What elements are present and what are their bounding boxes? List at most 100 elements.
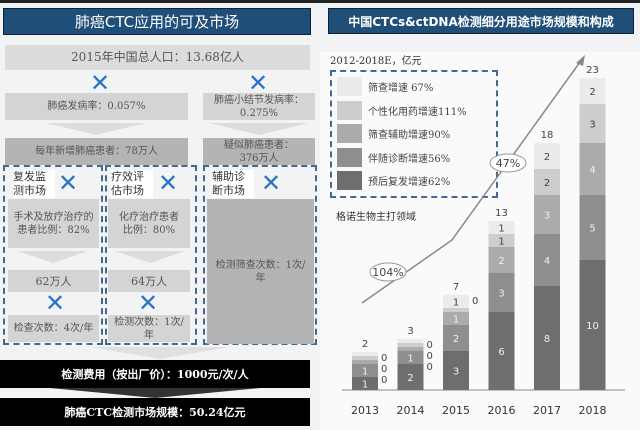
segment-label: 4 bbox=[589, 165, 595, 176]
col1-people: 62万人 bbox=[8, 270, 99, 292]
multiply-icon: ✕ bbox=[90, 69, 111, 97]
segment-label: 8 bbox=[544, 334, 550, 345]
legend-label: 筛查辅助增速90% bbox=[368, 130, 451, 142]
segment-label: 2 bbox=[544, 152, 550, 163]
legend-label: 伴随诊断增速56% bbox=[368, 153, 451, 165]
aux-diagnosis-panel bbox=[203, 165, 317, 345]
segment-label: 2 bbox=[407, 373, 413, 384]
multiply-icon: ✕ bbox=[248, 69, 269, 97]
growth-label: 104% bbox=[372, 266, 403, 279]
x-tick-label: 2017 bbox=[533, 404, 561, 417]
bar-segment bbox=[443, 312, 469, 325]
total-label: 13 bbox=[495, 208, 508, 219]
bar-segment bbox=[534, 169, 560, 195]
total-label: 18 bbox=[541, 130, 554, 141]
bar-segment bbox=[579, 143, 606, 195]
market-size-bar: 肺癌CTC检测市场规模：50.24亿元 bbox=[0, 398, 310, 426]
col1-header: 复发监测市场 bbox=[13, 170, 55, 198]
total-label: 7 bbox=[453, 282, 459, 293]
legend-label: 个性化用药增速111% bbox=[368, 106, 467, 118]
growth-label: 47% bbox=[496, 157, 520, 170]
segment-label: 1 bbox=[362, 380, 368, 391]
bar-segment bbox=[443, 325, 469, 351]
right-title: 中国CTCs&ctDNA检测细分用途市场规模和构成 bbox=[328, 8, 634, 34]
x-tick-label: 2013 bbox=[351, 404, 379, 417]
segment-label: 2 bbox=[544, 178, 550, 189]
top-border bbox=[0, 0, 640, 3]
segment-label: 3 bbox=[498, 289, 504, 300]
multiply-icon: ✕ bbox=[45, 289, 66, 317]
bar-segment bbox=[488, 273, 515, 312]
segment-label: 1 bbox=[498, 237, 504, 248]
bar-segment bbox=[443, 308, 469, 312]
down-arrow bbox=[209, 123, 309, 135]
segment-label: 10 bbox=[586, 321, 599, 332]
legend-item: 伴随诊断增速56% bbox=[337, 146, 491, 170]
down-arrow bbox=[46, 123, 146, 135]
bar-segment bbox=[397, 347, 424, 351]
bar-segment bbox=[397, 364, 424, 390]
col3-times: 检测筛查次数：1次/年 bbox=[207, 199, 314, 344]
legend-swatch bbox=[337, 124, 362, 144]
legend-item: 个性化用药增速111% bbox=[337, 99, 491, 123]
x-tick-label: 2014 bbox=[397, 404, 425, 417]
bar-segment bbox=[579, 260, 606, 390]
legend-swatch bbox=[337, 100, 362, 120]
down-arrow bbox=[18, 251, 88, 263]
lung-cancer-rate-box: 肺癌发病率：0.057% bbox=[5, 93, 188, 120]
bar-segment bbox=[443, 295, 469, 308]
x-tick-label: 2018 bbox=[579, 404, 607, 417]
legend-label: 筛查增速 67% bbox=[368, 83, 434, 95]
bar-segment bbox=[443, 351, 469, 390]
bar-segment bbox=[352, 364, 378, 377]
segment-label: 3 bbox=[544, 211, 550, 222]
segment-label: 1 bbox=[407, 354, 413, 365]
down-arrow bbox=[115, 251, 185, 263]
segment-label: 5 bbox=[589, 224, 595, 235]
segment-label: 0 bbox=[427, 340, 433, 351]
bar-segment bbox=[488, 247, 515, 273]
bar-segment bbox=[397, 339, 424, 343]
multiply-icon: ✕ bbox=[261, 169, 282, 197]
segment-label: 0 bbox=[427, 362, 433, 373]
suspected-patients-box: 疑似肺癌患者：376万人 bbox=[203, 138, 315, 165]
col2-header: 疗效评估市场 bbox=[111, 170, 153, 198]
col2-times: 检测次数：1次/年 bbox=[108, 315, 190, 342]
bar-segment bbox=[352, 352, 378, 356]
recurrence-monitoring-panel bbox=[3, 165, 103, 345]
bar-segment bbox=[579, 195, 606, 260]
chart-subtitle: 2012-2018E，亿元 bbox=[330, 56, 422, 67]
bar-segment bbox=[488, 234, 515, 247]
segment-label: 3 bbox=[453, 367, 459, 378]
bar-segment bbox=[579, 104, 606, 143]
col3-header: 辅助诊断市场 bbox=[212, 170, 254, 198]
arrow-head-icon bbox=[576, 55, 585, 66]
total-label: 3 bbox=[407, 326, 413, 337]
total-label: 2 bbox=[362, 339, 368, 350]
growth-trend-line bbox=[361, 61, 581, 304]
multiply-icon: ✕ bbox=[158, 169, 179, 197]
bar-segment bbox=[397, 343, 424, 347]
segment-label: 0 bbox=[381, 364, 387, 375]
segment-label: 2 bbox=[589, 87, 595, 98]
nodule-rate-box: 肺癌小结节发病率：0.275% bbox=[203, 93, 315, 120]
down-arrow bbox=[90, 347, 230, 359]
segment-label: 0 bbox=[472, 296, 478, 307]
bar-segment bbox=[488, 312, 515, 390]
multiply-icon: ✕ bbox=[58, 169, 79, 197]
multiply-icon: ✕ bbox=[138, 289, 159, 317]
legend-label: 预后复发增速62% bbox=[368, 177, 451, 189]
bar-segment bbox=[352, 377, 378, 390]
left-title: 肺癌CTC应用的可及市场 bbox=[3, 8, 311, 35]
bar-segment bbox=[579, 78, 606, 104]
chart-legend: 筛查增速 67% 个性化用药增速111% 筛查辅助增速90% 伴随诊断增速56% 预后复… bbox=[330, 70, 498, 198]
segment-label: 4 bbox=[544, 256, 550, 267]
segment-label: 3 bbox=[589, 120, 595, 131]
segment-label: 2 bbox=[453, 334, 459, 345]
bar-segment bbox=[534, 286, 560, 390]
segment-label: 1 bbox=[453, 298, 459, 309]
segment-label: 6 bbox=[498, 347, 504, 358]
segment-label: 0 bbox=[381, 375, 387, 386]
legend-swatch bbox=[337, 147, 362, 167]
